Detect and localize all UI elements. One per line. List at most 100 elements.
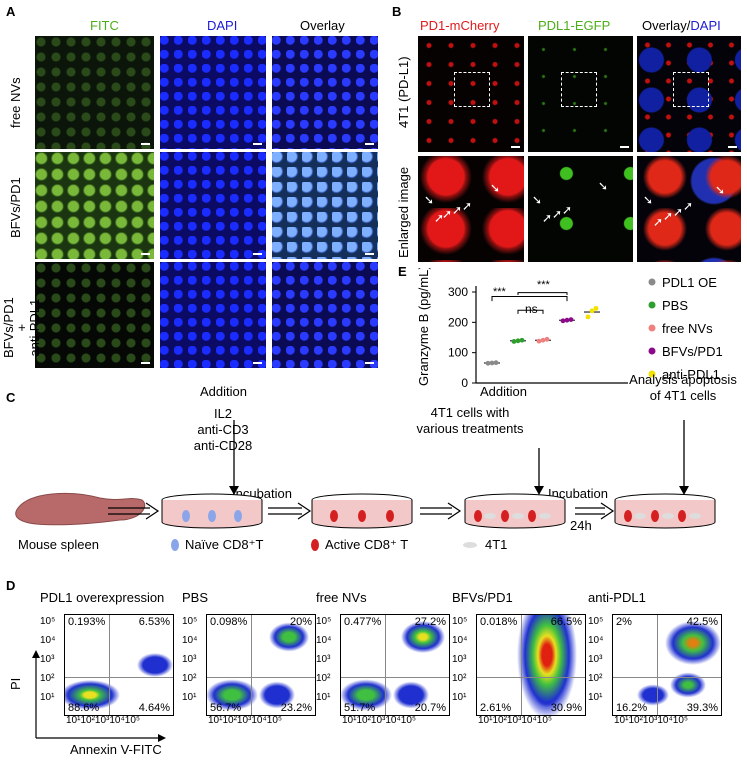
xticks: 10¹10²10³10⁴10⁵ bbox=[342, 715, 417, 726]
panel-c-label: C bbox=[6, 390, 16, 405]
data-point bbox=[540, 337, 546, 343]
panel-e-label: E bbox=[398, 264, 407, 279]
micrograph-enlarged-red: ➘ ➘ ➚ ➚ ➚ ➚ bbox=[418, 156, 524, 262]
micrograph-fitc-anti-pdl1 bbox=[35, 262, 154, 368]
ytick-e2: 10² bbox=[316, 673, 331, 684]
ytick-e1: 10¹ bbox=[182, 692, 197, 703]
ytick-e5: 10⁵ bbox=[452, 616, 468, 627]
granzyme-chart: Granzyme B (pg/mL) 0 100 200 300 *** *** ns… bbox=[416, 268, 723, 390]
panel-b-label: B bbox=[392, 4, 402, 19]
ytick-e4: 10⁴ bbox=[452, 635, 468, 646]
legend-marker bbox=[648, 370, 656, 378]
ytick-e1: 10¹ bbox=[588, 692, 603, 703]
xticks: 10¹10²10³10⁴10⁵ bbox=[478, 715, 553, 726]
label-active: Active CD8⁺ T bbox=[325, 537, 409, 552]
q-upper-left: 0.193% bbox=[68, 616, 106, 628]
ytick-e4: 10⁴ bbox=[182, 635, 198, 646]
legend-label: PBS bbox=[662, 298, 688, 313]
addition-label-1: Addition bbox=[200, 384, 247, 399]
q-lower-right: 23.2% bbox=[280, 702, 312, 714]
micrograph-fitc-free-nvs bbox=[35, 36, 154, 149]
ytick-e4: 10⁴ bbox=[40, 635, 56, 646]
q-lower-left: 88.6% bbox=[68, 702, 100, 714]
data-point bbox=[585, 314, 591, 320]
legend-label: BFVs/PD1 bbox=[662, 344, 723, 359]
data-point bbox=[493, 360, 499, 366]
ytick-e5: 10⁵ bbox=[588, 616, 604, 627]
ytick-e3: 10³ bbox=[452, 654, 467, 665]
chart-ylabel: Granzyme B (pg/mL) bbox=[416, 268, 431, 386]
legend-marker bbox=[648, 347, 656, 355]
micrograph-enlarged-overlay: ➘ ➘ ➚ ➚ ➚ ➚ bbox=[637, 156, 741, 262]
data-point bbox=[593, 305, 599, 311]
label-naive: Naïve CD8⁺T bbox=[185, 537, 264, 552]
xticks: 10¹10²10³10⁴10⁵ bbox=[66, 715, 141, 726]
micrograph-dapi-anti-pdl1 bbox=[160, 262, 266, 368]
ytick-label: 0 bbox=[461, 376, 468, 390]
ytick-e2: 10² bbox=[40, 673, 55, 684]
q-lower-left: 16.2% bbox=[616, 702, 648, 714]
addition-label-2: Addition bbox=[480, 384, 527, 399]
facs-plot-area: 0.098% 20% 56.7% 23.2% bbox=[206, 614, 316, 716]
facs-xlabel: Annexin V-FITC bbox=[70, 742, 162, 757]
micrograph-overlay-anti-pdl1 bbox=[272, 262, 378, 368]
facs-title: PDL1 overexpression bbox=[40, 590, 165, 605]
legend-marker bbox=[648, 324, 656, 332]
panel-d-label: D bbox=[6, 578, 16, 593]
ytick-e4: 10⁴ bbox=[316, 635, 332, 646]
data-point bbox=[489, 360, 495, 366]
legend-label: PDL1 OE bbox=[662, 275, 717, 290]
col-fitc: FITC bbox=[90, 18, 119, 33]
micrograph-fitc-bfvs bbox=[35, 152, 154, 259]
facs-plot-area: 0.193% 6.53% 88.6% 4.64% bbox=[64, 614, 174, 716]
time-24h: 24h bbox=[570, 518, 592, 533]
q-lower-right: 20.7% bbox=[414, 702, 446, 714]
sig-star-1: *** bbox=[493, 286, 507, 298]
ytick-e3: 10³ bbox=[316, 654, 331, 665]
col-overlay-dapi: Overlay/DAPI bbox=[642, 18, 721, 33]
data-point bbox=[536, 338, 542, 344]
xticks: 10¹10²10³10⁴10⁵ bbox=[208, 715, 283, 726]
data-point bbox=[511, 339, 517, 344]
micrograph-pd1-mcherry bbox=[418, 36, 524, 152]
treatment-text: 4T1 cells with various treatments bbox=[405, 405, 535, 437]
ytick-label: 300 bbox=[448, 285, 468, 299]
data-point bbox=[589, 308, 595, 314]
sig-star-2: *** bbox=[537, 279, 551, 291]
row-enlarged-image: Enlarged image bbox=[396, 166, 411, 258]
reagent-anti-cd3: anti-CD3 bbox=[197, 422, 249, 437]
q-lower-left: 51.7% bbox=[344, 702, 376, 714]
sig-ns: ns bbox=[525, 302, 538, 316]
q-upper-left: 0.477% bbox=[344, 616, 382, 628]
panel-a-label: A bbox=[6, 4, 16, 19]
row-bfvs-anti-pdl1: BFVs/PD1 + anti-PDL1 bbox=[1, 297, 42, 358]
col-dapi: DAPI bbox=[207, 18, 238, 33]
legend-label: anti-PDL1 bbox=[662, 367, 720, 382]
facs-title: free NVs bbox=[316, 590, 367, 605]
ytick-e4: 10⁴ bbox=[588, 635, 604, 646]
ytick-e3: 10³ bbox=[40, 654, 55, 665]
significance-bracket bbox=[517, 309, 544, 314]
legend-marker bbox=[648, 301, 656, 309]
micrograph-pdl1-egfp bbox=[528, 36, 633, 152]
reagent-list: IL2 anti-CD3 anti-CD28 bbox=[188, 406, 258, 454]
q-lower-left: 2.61% bbox=[480, 702, 512, 714]
analysis-line-1: Analysis apoptosis bbox=[629, 372, 737, 387]
mouse-spleen-shape bbox=[15, 492, 146, 526]
col-pd1-mcherry: PD1-mCherry bbox=[420, 18, 500, 33]
ytick-e3: 10³ bbox=[182, 654, 197, 665]
data-point bbox=[560, 318, 566, 324]
legend-label: free NVs bbox=[662, 321, 713, 336]
reagent-il2: IL2 bbox=[213, 406, 233, 421]
data-point bbox=[544, 336, 550, 342]
q-upper-right: 66.5% bbox=[550, 616, 582, 628]
ytick-e1: 10¹ bbox=[316, 692, 331, 703]
ytick-e1: 10¹ bbox=[40, 692, 55, 703]
q-upper-right: 27.2% bbox=[414, 616, 446, 628]
ytick-e5: 10⁵ bbox=[40, 616, 56, 627]
data-point bbox=[515, 338, 521, 344]
significance-bracket bbox=[517, 292, 568, 296]
significance-bracket bbox=[491, 296, 568, 302]
ytick-e5: 10⁵ bbox=[316, 616, 332, 627]
q-upper-right: 6.53% bbox=[138, 616, 170, 628]
